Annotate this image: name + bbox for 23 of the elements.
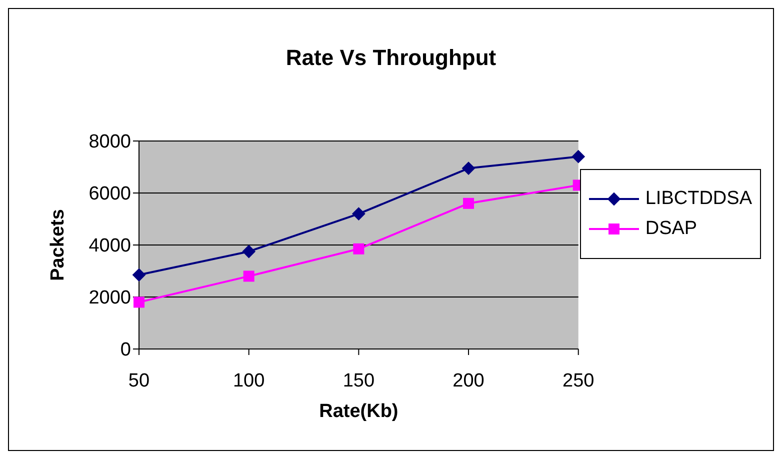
y-tick-label: 4000 <box>88 236 131 257</box>
x-tick-label: 200 <box>452 370 484 392</box>
y-axis-title: Packets <box>48 209 69 281</box>
y-tick-label: 2000 <box>88 288 131 309</box>
point <box>353 243 364 254</box>
point <box>242 245 256 258</box>
x-tick-label: 100 <box>232 370 265 392</box>
y-tick-label: 6000 <box>88 184 131 205</box>
point <box>243 270 254 282</box>
y-tick-label: 0 <box>120 340 131 361</box>
y-tick-label: 8000 <box>88 132 131 153</box>
legend-label: DSAP <box>645 218 698 240</box>
point <box>463 198 474 209</box>
point <box>572 150 585 164</box>
legend-label: LIBCTDDSA <box>645 188 752 210</box>
point <box>462 162 476 175</box>
chart-title: Rate Vs Throughput <box>284 45 498 71</box>
x-tick-label: 250 <box>562 370 594 392</box>
x-tick-label: 150 <box>342 370 375 392</box>
x-tick-label: 50 <box>128 370 150 392</box>
x-axis-title: Rate(Kb) <box>319 401 398 422</box>
point <box>352 207 366 220</box>
point <box>132 268 146 282</box>
